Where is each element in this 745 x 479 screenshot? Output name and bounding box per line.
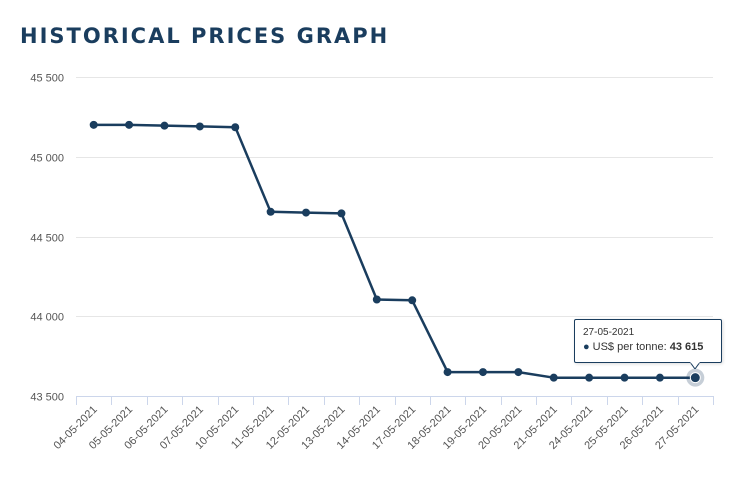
grid-lines (76, 77, 713, 317)
y-tick-label: 45 500 (30, 73, 64, 85)
tooltip-line: ● US$ per tonne: 43 615 (583, 341, 713, 353)
data-point[interactable] (125, 120, 134, 129)
data-point[interactable] (231, 123, 240, 132)
y-tick-label: 44 500 (30, 233, 64, 245)
data-point[interactable] (585, 373, 594, 382)
series-us-per-tonne (89, 120, 705, 387)
data-point[interactable] (160, 121, 169, 130)
data-point[interactable] (478, 368, 487, 377)
data-point[interactable] (302, 208, 311, 217)
data-point[interactable] (89, 120, 98, 129)
data-point[interactable] (443, 368, 452, 377)
data-point[interactable] (620, 373, 629, 382)
tooltip-date: 27-05-2021 (583, 327, 635, 338)
data-point[interactable] (408, 296, 417, 305)
data-point[interactable] (337, 209, 346, 218)
tooltip-value: 43 615 (669, 341, 704, 353)
data-point[interactable] (372, 295, 381, 304)
page-title: HISTORICAL PRICES GRAPH (20, 24, 390, 48)
x-axis: 04-05-202105-05-202106-05-202107-05-2021… (52, 396, 714, 452)
series-line (92, 123, 697, 379)
y-tick-label: 43 500 (30, 392, 64, 404)
data-point[interactable] (549, 373, 558, 382)
tooltip-series-label: US$ per tonne: (592, 341, 670, 353)
data-point[interactable] (514, 368, 523, 377)
data-point[interactable] (195, 122, 204, 131)
tooltip-series-dot: ● (583, 341, 590, 353)
chart-tooltip: 27-05-2021 ● US$ per tonne: 43 615 (574, 319, 722, 363)
data-point[interactable] (266, 207, 275, 216)
y-axis: 43 500 44 000 44 500 45 000 45 500 (30, 73, 64, 404)
data-point-highlighted[interactable] (689, 372, 701, 384)
y-tick-label: 44 000 (30, 312, 64, 324)
tooltip-pointer (690, 362, 700, 369)
data-point[interactable] (655, 373, 664, 382)
y-tick-label: 45 000 (30, 153, 64, 165)
